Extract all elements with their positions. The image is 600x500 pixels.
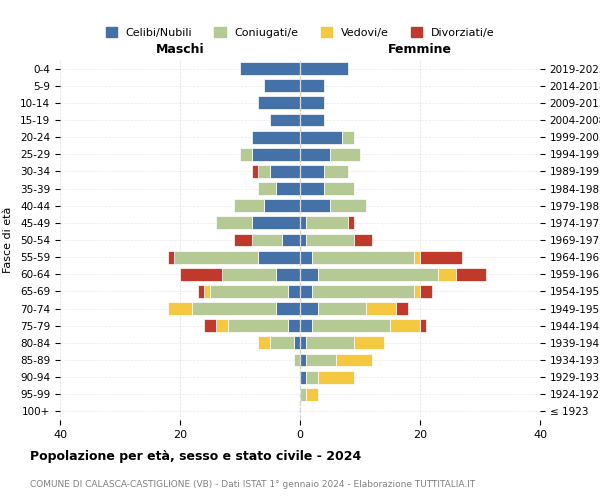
Bar [306, 336, 354, 349]
Bar [180, 268, 222, 280]
Bar [342, 130, 354, 143]
Bar [330, 200, 366, 212]
Bar [438, 268, 456, 280]
Bar [306, 234, 354, 246]
Bar [204, 285, 210, 298]
Bar [204, 320, 216, 332]
Bar [318, 370, 354, 384]
Bar [300, 96, 324, 110]
Bar [222, 268, 276, 280]
Bar [252, 216, 300, 230]
Bar [288, 320, 300, 332]
Text: Popolazione per età, sesso e stato civile - 2024: Popolazione per età, sesso e stato civil… [30, 450, 361, 463]
Bar [420, 285, 432, 298]
Bar [300, 320, 312, 332]
Bar [228, 320, 288, 332]
Bar [300, 114, 324, 126]
Bar [300, 80, 324, 92]
Bar [300, 370, 306, 384]
Legend: Celibi/Nubili, Coniugati/e, Vedovi/e, Divorziati/e: Celibi/Nubili, Coniugati/e, Vedovi/e, Di… [101, 22, 499, 42]
Bar [252, 165, 258, 178]
Text: COMUNE DI CALASCA-CASTIGLIONE (VB) - Dati ISTAT 1° gennaio 2024 - Elaborazione T: COMUNE DI CALASCA-CASTIGLIONE (VB) - Dat… [30, 480, 475, 489]
Bar [300, 165, 324, 178]
Bar [252, 234, 282, 246]
Bar [312, 320, 390, 332]
Bar [318, 268, 438, 280]
Bar [300, 336, 306, 349]
Bar [264, 80, 300, 92]
Y-axis label: Fasce di età: Fasce di età [3, 207, 13, 273]
Bar [330, 148, 360, 160]
Text: Femmine: Femmine [388, 43, 452, 56]
Bar [354, 336, 384, 349]
Bar [300, 268, 318, 280]
Bar [258, 250, 300, 264]
Bar [300, 234, 306, 246]
Bar [276, 268, 300, 280]
Bar [366, 302, 396, 315]
Bar [216, 216, 252, 230]
Bar [174, 250, 258, 264]
Bar [414, 250, 420, 264]
Bar [300, 200, 330, 212]
Bar [306, 370, 318, 384]
Bar [252, 130, 300, 143]
Bar [234, 234, 252, 246]
Bar [276, 182, 300, 195]
Bar [312, 285, 414, 298]
Bar [198, 285, 204, 298]
Bar [240, 62, 300, 75]
Bar [168, 302, 192, 315]
Bar [306, 216, 348, 230]
Bar [318, 302, 366, 315]
Bar [336, 354, 372, 366]
Bar [258, 96, 300, 110]
Bar [300, 302, 318, 315]
Bar [192, 302, 276, 315]
Text: Maschi: Maschi [155, 43, 205, 56]
Bar [276, 302, 300, 315]
Bar [258, 336, 270, 349]
Bar [234, 200, 264, 212]
Bar [258, 182, 276, 195]
Bar [270, 336, 294, 349]
Bar [216, 320, 228, 332]
Bar [270, 165, 300, 178]
Bar [300, 285, 312, 298]
Bar [300, 182, 324, 195]
Bar [264, 200, 300, 212]
Bar [420, 250, 462, 264]
Bar [300, 354, 306, 366]
Bar [300, 388, 306, 400]
Bar [300, 62, 348, 75]
Bar [294, 354, 300, 366]
Bar [354, 234, 372, 246]
Bar [294, 336, 300, 349]
Bar [414, 285, 420, 298]
Bar [312, 250, 414, 264]
Bar [210, 285, 288, 298]
Bar [168, 250, 174, 264]
Bar [288, 285, 300, 298]
Bar [252, 148, 300, 160]
Bar [270, 114, 300, 126]
Bar [300, 216, 306, 230]
Bar [306, 388, 318, 400]
Bar [390, 320, 420, 332]
Bar [324, 182, 354, 195]
Bar [300, 250, 312, 264]
Bar [396, 302, 408, 315]
Bar [348, 216, 354, 230]
Bar [306, 354, 336, 366]
Bar [456, 268, 486, 280]
Bar [300, 148, 330, 160]
Bar [420, 320, 426, 332]
Bar [324, 165, 348, 178]
Bar [240, 148, 252, 160]
Bar [258, 165, 270, 178]
Bar [282, 234, 300, 246]
Bar [300, 130, 342, 143]
